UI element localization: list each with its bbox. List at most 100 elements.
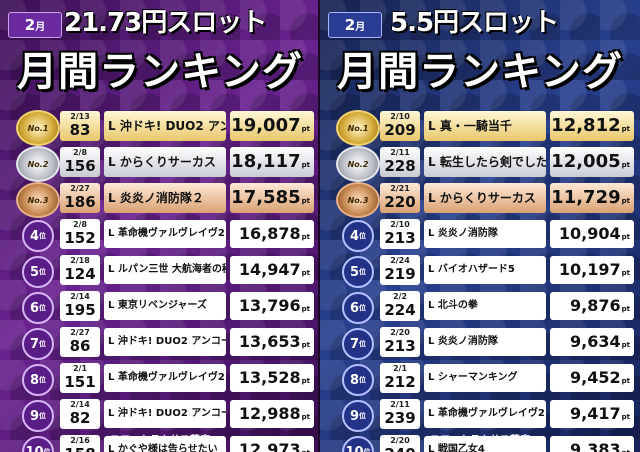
machine-number: 213 xyxy=(384,229,416,247)
date-label: 2/24 xyxy=(390,256,410,265)
ranking-row: No.3 2/27 186 L 炎炎ノ消防隊２ 17,585pt xyxy=(0,180,318,218)
panel-5-5-yen-slot: 2月 5.5円スロット 月間ランキング No.1 2/10 209 L 真・一騎当千 1… xyxy=(320,0,640,452)
payout-number: 12,973 xyxy=(238,440,301,452)
machine-number: 83 xyxy=(69,121,91,139)
date-machine-number: 2/14 82 xyxy=(60,399,100,429)
ranking-list: No.1 2/10 209 L 真・一騎当千 12,812pt No.2 2/11 228 L … xyxy=(320,108,640,452)
rank-suffix: 位 xyxy=(359,376,367,384)
rank-number: 10 xyxy=(25,444,44,452)
payout-number: 16,878 xyxy=(238,224,301,243)
machine-name: L 真・一騎当千 xyxy=(424,111,546,141)
payout-unit: pt xyxy=(621,305,630,313)
rank-number: 6 xyxy=(349,300,360,316)
machine-number: 213 xyxy=(384,337,416,355)
rank-suffix: 位 xyxy=(39,340,47,348)
payout-number: 12,005 xyxy=(551,151,621,172)
ranking-row: 9 位 2/11 239 L 革命機ヴァルヴレイヴ2 9,417pt xyxy=(320,396,640,432)
machine-name: L 沖ドキ! DUO2 アンコール xyxy=(104,400,226,428)
rank-suffix: 位 xyxy=(359,340,367,348)
rate-title: 21.73円スロット xyxy=(64,8,267,38)
payout-value: 19,007pt xyxy=(230,111,314,141)
machine-name: L 沖ドキ! DUO2 アンコール xyxy=(104,111,226,141)
rank-number: 5 xyxy=(349,264,360,280)
medal-label: No.3 xyxy=(347,195,369,205)
payout-number: 13,653 xyxy=(238,332,301,351)
rank-suffix: 位 xyxy=(359,232,367,240)
payout-number: 19,007 xyxy=(231,115,301,136)
payout-value: 14,947pt xyxy=(230,256,314,284)
panel-21-73-yen-slot: 2月 21.73円スロット 月間ランキング No.1 2/13 83 L 沖ドキ! D… xyxy=(0,0,320,452)
machine-number: 219 xyxy=(384,265,416,283)
ranking-row: 4 位 2/8 152 L 革命機ヴァルヴレイヴ2 16,878pt xyxy=(0,216,318,252)
rank-number: 9 xyxy=(349,408,360,424)
date-label: 2/20 xyxy=(390,436,410,445)
payout-number: 9,876 xyxy=(570,296,621,315)
machine-number: 186 xyxy=(64,193,96,211)
store-name: スロットテキサス萩店 xyxy=(430,435,530,446)
machine-name: L 炎炎ノ消防隊 xyxy=(424,220,546,248)
machine-name: L 沖ドキ! DUO2 アンコール xyxy=(104,328,226,356)
payout-unit: pt xyxy=(301,413,310,421)
payout-value: 18,117pt xyxy=(230,147,314,177)
date-label: 2/2 xyxy=(392,292,408,301)
payout-value: 17,585pt xyxy=(230,183,314,213)
date-label: 2/14 xyxy=(70,400,90,409)
rank-number: 6 xyxy=(29,300,40,316)
payout-unit: pt xyxy=(301,377,310,385)
silver-medal-icon: No.2 xyxy=(336,146,380,182)
rank-suffix: 位 xyxy=(359,268,367,276)
payout-value: 13,528pt xyxy=(230,364,314,392)
machine-number: 228 xyxy=(384,157,416,175)
date-machine-number: 2/1 151 xyxy=(60,363,100,393)
rank-suffix: 位 xyxy=(363,448,371,452)
rank-suffix: 位 xyxy=(39,412,47,420)
ranking-row: 8 位 2/1 151 L 革命機ヴァルヴレイヴ2 13,528pt xyxy=(0,360,318,396)
medal-label: No.2 xyxy=(27,159,49,169)
machine-name: L からくりサーカス xyxy=(424,183,546,213)
date-machine-number: 2/18 124 xyxy=(60,255,100,285)
ranking-title: 月間ランキング xyxy=(337,49,623,95)
ranking-row: 6 位 2/14 195 L 東京リベンジャーズ 13,796pt xyxy=(0,288,318,324)
rank-suffix: 位 xyxy=(39,376,47,384)
rank-number: 9 xyxy=(29,408,40,424)
medal-label: No.2 xyxy=(347,159,369,169)
machine-name: L 戦国乙女4 xyxy=(424,436,546,452)
machine-name: L かぐや様は告らせたい xyxy=(104,436,226,452)
payout-value: 9,634pt xyxy=(550,328,634,356)
ranking-row: 8 位 2/1 212 L シャーマンキング 9,452pt xyxy=(320,360,640,396)
date-machine-number: 2/27 186 xyxy=(60,183,100,213)
payout-unit: pt xyxy=(621,125,630,133)
payout-number: 18,117 xyxy=(231,151,301,172)
machine-name: L 炎炎ノ消防隊２ xyxy=(104,183,226,213)
machine-number: 240 xyxy=(380,446,420,452)
rank-number: 10 xyxy=(345,444,364,452)
ranking-row: No.3 2/21 220 L からくりサーカス 11,729pt xyxy=(320,180,640,218)
date-machine-number: 2/10 213 xyxy=(380,219,420,249)
date-machine-number: 2/8 156 xyxy=(60,147,100,177)
ranking-title: 月間ランキング xyxy=(17,49,303,95)
payout-unit: pt xyxy=(621,341,630,349)
rank-suffix: 位 xyxy=(39,304,47,312)
date-label: 2/11 xyxy=(390,148,410,157)
payout-value: 9,876pt xyxy=(550,292,634,320)
rank-suffix: 位 xyxy=(43,448,51,452)
date-label: 2/8 xyxy=(72,220,88,229)
rank-suffix: 位 xyxy=(39,232,47,240)
machine-number: 82 xyxy=(69,409,91,427)
silver-medal-icon: No.2 xyxy=(16,146,60,182)
payout-number: 10,197 xyxy=(558,260,621,279)
machine-name: L ルパン三世 大航海者の秘宝 xyxy=(104,256,226,284)
payout-number: 13,528 xyxy=(238,368,301,387)
payout-number: 17,585 xyxy=(231,187,301,208)
payout-unit: pt xyxy=(621,269,630,277)
